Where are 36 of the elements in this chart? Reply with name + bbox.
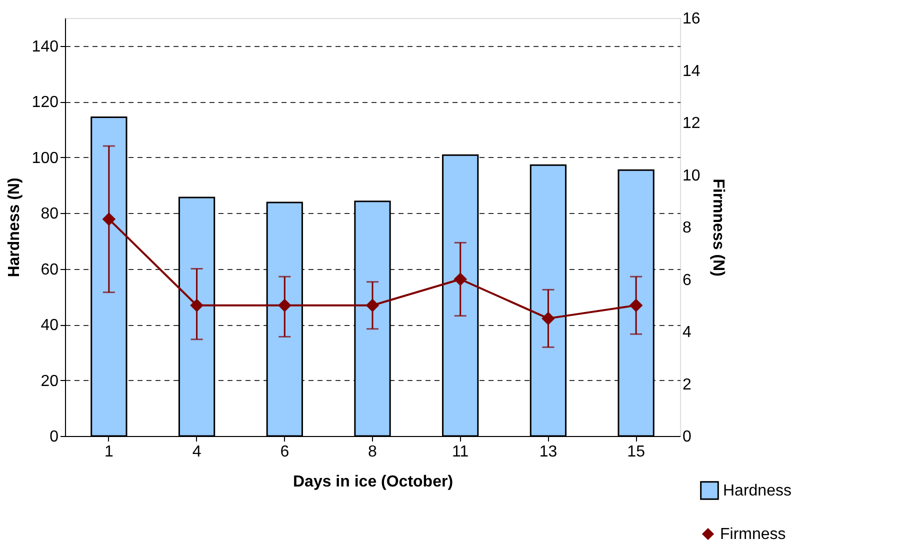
- y2-tick-label: 0: [682, 428, 692, 446]
- x-tick-label: 15: [627, 444, 646, 460]
- y2-tick-label: 8: [682, 220, 692, 236]
- point: [454, 273, 467, 286]
- point: [542, 312, 554, 325]
- x-tick-label: 6: [280, 444, 290, 460]
- y2-axis-title: Firmness (N): [709, 178, 726, 276]
- legend-label: Firmness: [720, 526, 786, 543]
- y-tick-label: 100: [32, 150, 59, 167]
- y2-tick-label: 14: [682, 62, 700, 80]
- y-tick-label: 60: [40, 261, 59, 278]
- y2-tick-label: 6: [682, 272, 692, 289]
- x-tick-label: 1: [104, 444, 114, 460]
- x-axis-title: Days in ice (October): [292, 474, 454, 490]
- y-tick-label: 40: [40, 317, 59, 334]
- y-tick-label: 20: [40, 372, 59, 390]
- y-tick-label: 80: [40, 206, 59, 223]
- point: [366, 299, 379, 312]
- y-axis-title: Hardness (N): [6, 178, 23, 278]
- x-tick-label: 4: [192, 444, 202, 460]
- x-tick-label: 8: [368, 444, 378, 460]
- y2-tick-label: 12: [682, 115, 700, 132]
- y2-tick-label: 16: [682, 10, 700, 28]
- x-tick-label: 11: [452, 444, 469, 460]
- y-tick-label: 140: [32, 38, 59, 56]
- y2-tick-label: 10: [682, 167, 700, 184]
- y-tick-label: 0: [50, 428, 59, 446]
- y2-tick-label: 4: [682, 324, 692, 341]
- x-tick-label: 13: [539, 444, 558, 460]
- point: [102, 212, 116, 226]
- point: [630, 299, 642, 312]
- point: [278, 299, 291, 312]
- y-tick-label: 120: [32, 94, 59, 112]
- y2-tick-label: 2: [682, 376, 692, 394]
- legend-label: Hardness: [723, 482, 792, 500]
- point: [190, 299, 204, 312]
